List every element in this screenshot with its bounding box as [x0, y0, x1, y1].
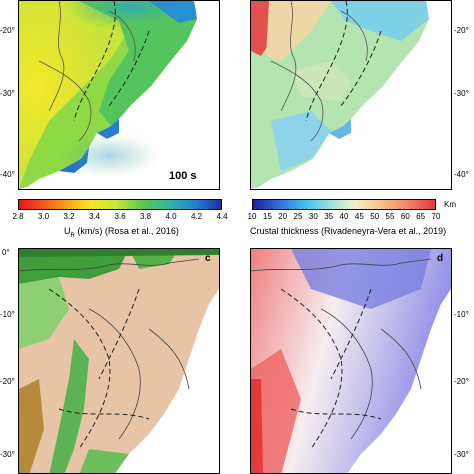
colorbar-tick: 4.0 [165, 212, 177, 221]
colorbar-tick: 55 [385, 212, 395, 221]
colorbar-tick: 3.6 [114, 212, 126, 221]
colorbar-a-label: UR (km/s) (Rosa et al., 2016) [64, 226, 179, 239]
colorbar-group-velocity [18, 199, 222, 210]
colorbar-tick: 40 [339, 212, 349, 221]
lat-tick: -10° [454, 310, 469, 319]
topography-map [19, 249, 219, 473]
map-panel-b [250, 0, 452, 190]
colorbar-tick: 35 [324, 212, 334, 221]
colorbar-tick: 15 [262, 212, 272, 221]
lat-tick: -30° [454, 89, 469, 98]
colorbar-tick: 2.8 [12, 212, 24, 221]
lat-tick: -30° [0, 89, 15, 98]
colorbar-tick: 45 [354, 212, 364, 221]
colorbar-tick: 50 [370, 212, 380, 221]
map-panel-c: c [18, 248, 220, 474]
colorbar-tick: 3.0 [37, 212, 50, 221]
lat-tick: -10° [0, 310, 15, 319]
panel-letter: d [437, 253, 444, 264]
group-velocity-map: 100 s [19, 1, 219, 189]
colorbar-tick: 4.4 [216, 212, 228, 221]
colorbar-tick: 4.2 [190, 212, 203, 221]
colorbar-tick: 30 [308, 212, 318, 221]
colorbar-tick: 60 [400, 212, 410, 221]
colorbar-crustal-thickness [252, 199, 436, 210]
map-panel-a: 100 s [18, 0, 220, 190]
colorbar-tick: 20 [278, 212, 288, 221]
panel-letter: c [205, 253, 211, 264]
lat-tick: -20° [454, 377, 469, 386]
lat-tick: -30° [0, 450, 15, 459]
map-panel-d: d [250, 248, 452, 474]
lat-tick: -40° [0, 170, 15, 179]
period-label: 100 s [169, 170, 197, 182]
lat-tick: -40° [454, 170, 469, 179]
lat-tick: -20° [0, 26, 15, 35]
land-anomaly-field [251, 249, 451, 473]
colorbar-tick: 70 [431, 212, 441, 221]
colorbar-tick: 65 [416, 212, 426, 221]
colorbar-tick: 25 [293, 212, 303, 221]
crustal-thickness-map [251, 1, 451, 189]
colorbar-tick: 3.2 [63, 212, 75, 221]
colorbar-tick: 3.8 [139, 212, 152, 221]
colorbar-tick: 3.4 [88, 212, 101, 221]
colorbar-b-label: Crustal thickness (Rivadeneyra-Vera et a… [250, 226, 447, 236]
lat-tick: -30° [454, 450, 469, 459]
lat-tick: 0° [2, 248, 10, 257]
lat-tick: -20° [0, 377, 15, 386]
lat-tick: -20° [454, 26, 469, 35]
anomaly-map [251, 249, 451, 473]
colorbar-b-unit: Km [444, 200, 456, 209]
colorbar-tick: 10 [247, 212, 257, 221]
